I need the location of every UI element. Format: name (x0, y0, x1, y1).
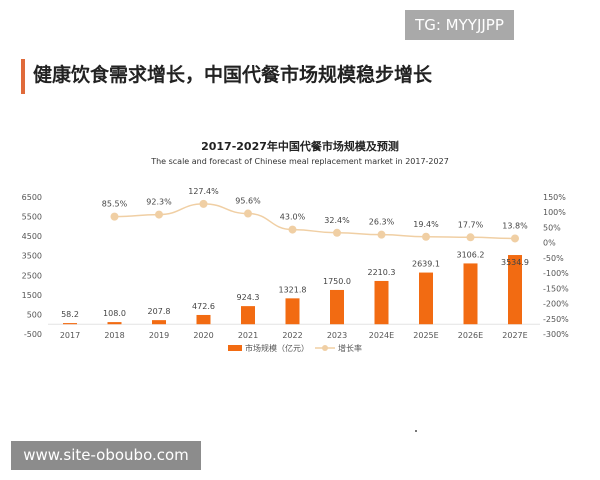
growth-point (155, 210, 163, 219)
growth-point (511, 234, 519, 243)
left-tick-label: 2500 (22, 271, 42, 280)
x-tick-label: 2018 (104, 331, 124, 340)
left-tick-label: 6500 (22, 193, 42, 202)
right-tick-label: -150% (543, 284, 569, 293)
right-tick-label: -250% (543, 315, 569, 324)
bar-data-label: 108.0 (103, 309, 126, 318)
bar-data-label: 1750.0 (323, 277, 351, 286)
x-tick-label: 2017 (60, 331, 80, 340)
right-tick-label: -300% (543, 330, 569, 339)
growth-point (110, 212, 119, 221)
bar-data-label: 2210.3 (368, 268, 396, 277)
stray-dot (415, 430, 417, 432)
right-tick-label: 100% (543, 208, 566, 217)
growth-data-label: 95.6% (235, 197, 261, 206)
bar (241, 306, 255, 325)
growth-point (333, 228, 341, 237)
right-tick-label: 50% (543, 223, 561, 232)
growth-data-label: 85.5% (102, 200, 128, 209)
growth-point (244, 209, 252, 218)
bar (374, 280, 389, 325)
bar (63, 323, 77, 325)
bar-data-label: 1321.8 (279, 285, 307, 294)
x-tick-label: 2027E (502, 331, 527, 340)
bar (285, 298, 300, 325)
bar-data-label: 2639.1 (412, 260, 440, 269)
bar (107, 322, 122, 325)
legend-line-label: 增长率 (338, 343, 362, 353)
watermark-tg: TG: MYYJJPP (405, 10, 514, 40)
right-tick-label: -100% (543, 269, 569, 278)
left-tick-label: 500 (27, 310, 42, 319)
x-tick-label: 2020 (193, 331, 213, 340)
growth-data-label: 13.8% (502, 221, 528, 230)
bar (330, 289, 344, 325)
chart-subtitle: The scale and forecast of Chinese meal r… (151, 157, 449, 166)
x-tick-label: 2022 (282, 331, 302, 340)
growth-data-label: 43.0% (280, 213, 306, 222)
chart-title: 2017-2027年中国代餐市场规模及预测 (201, 140, 399, 153)
growth-data-label: 19.4% (413, 220, 439, 229)
bar (419, 272, 433, 325)
bar-data-label: 207.8 (148, 307, 171, 316)
growth-data-label: 92.3% (146, 198, 172, 207)
legend-line-marker (322, 345, 328, 351)
bar-data-label: 58.2 (61, 310, 79, 319)
legend-bar-label: 市场规模（亿元） (245, 343, 309, 353)
bar (508, 255, 522, 325)
legend-bar-swatch (228, 345, 242, 351)
bar (196, 314, 211, 325)
left-tick-label: 1500 (22, 291, 42, 300)
x-tick-label: 2019 (149, 331, 169, 340)
growth-point (377, 230, 386, 239)
bar (463, 263, 478, 325)
x-tick-label: 2026E (458, 331, 483, 340)
bar (152, 320, 166, 325)
growth-point (288, 225, 297, 234)
growth-point (466, 233, 475, 242)
headline-accent-bar (21, 59, 25, 94)
growth-data-label: 32.4% (324, 216, 350, 225)
right-tick-label: 0% (543, 239, 556, 248)
growth-point (422, 232, 430, 241)
growth-data-label: 17.7% (458, 220, 484, 229)
growth-line (114, 203, 516, 240)
x-tick-label: 2021 (238, 331, 258, 340)
right-tick-label: -50% (543, 254, 564, 263)
growth-data-label: 127.4% (188, 187, 219, 196)
x-tick-label: 2025E (413, 331, 438, 340)
x-tick-label: 2024E (369, 331, 394, 340)
bar-data-label: 924.3 (237, 293, 260, 302)
left-tick-label: 4500 (22, 232, 42, 241)
x-tick-label: 2023 (327, 331, 347, 340)
left-tick-label: -500 (24, 330, 42, 339)
left-tick-label: 5500 (22, 213, 42, 222)
left-tick-label: 3500 (22, 252, 42, 261)
right-tick-label: -200% (543, 300, 569, 309)
bar-data-label: 3534.9 (501, 258, 529, 267)
watermark-site: www.site-oboubo.com (11, 441, 201, 470)
bar-data-label: 3106.2 (457, 250, 485, 259)
growth-data-label: 26.3% (369, 218, 395, 227)
right-tick-label: 150% (543, 193, 566, 202)
page-headline: 健康饮食需求增长，中国代餐市场规模稳步增长 (33, 64, 433, 86)
bar-data-label: 472.6 (192, 302, 215, 311)
growth-point (199, 199, 208, 208)
